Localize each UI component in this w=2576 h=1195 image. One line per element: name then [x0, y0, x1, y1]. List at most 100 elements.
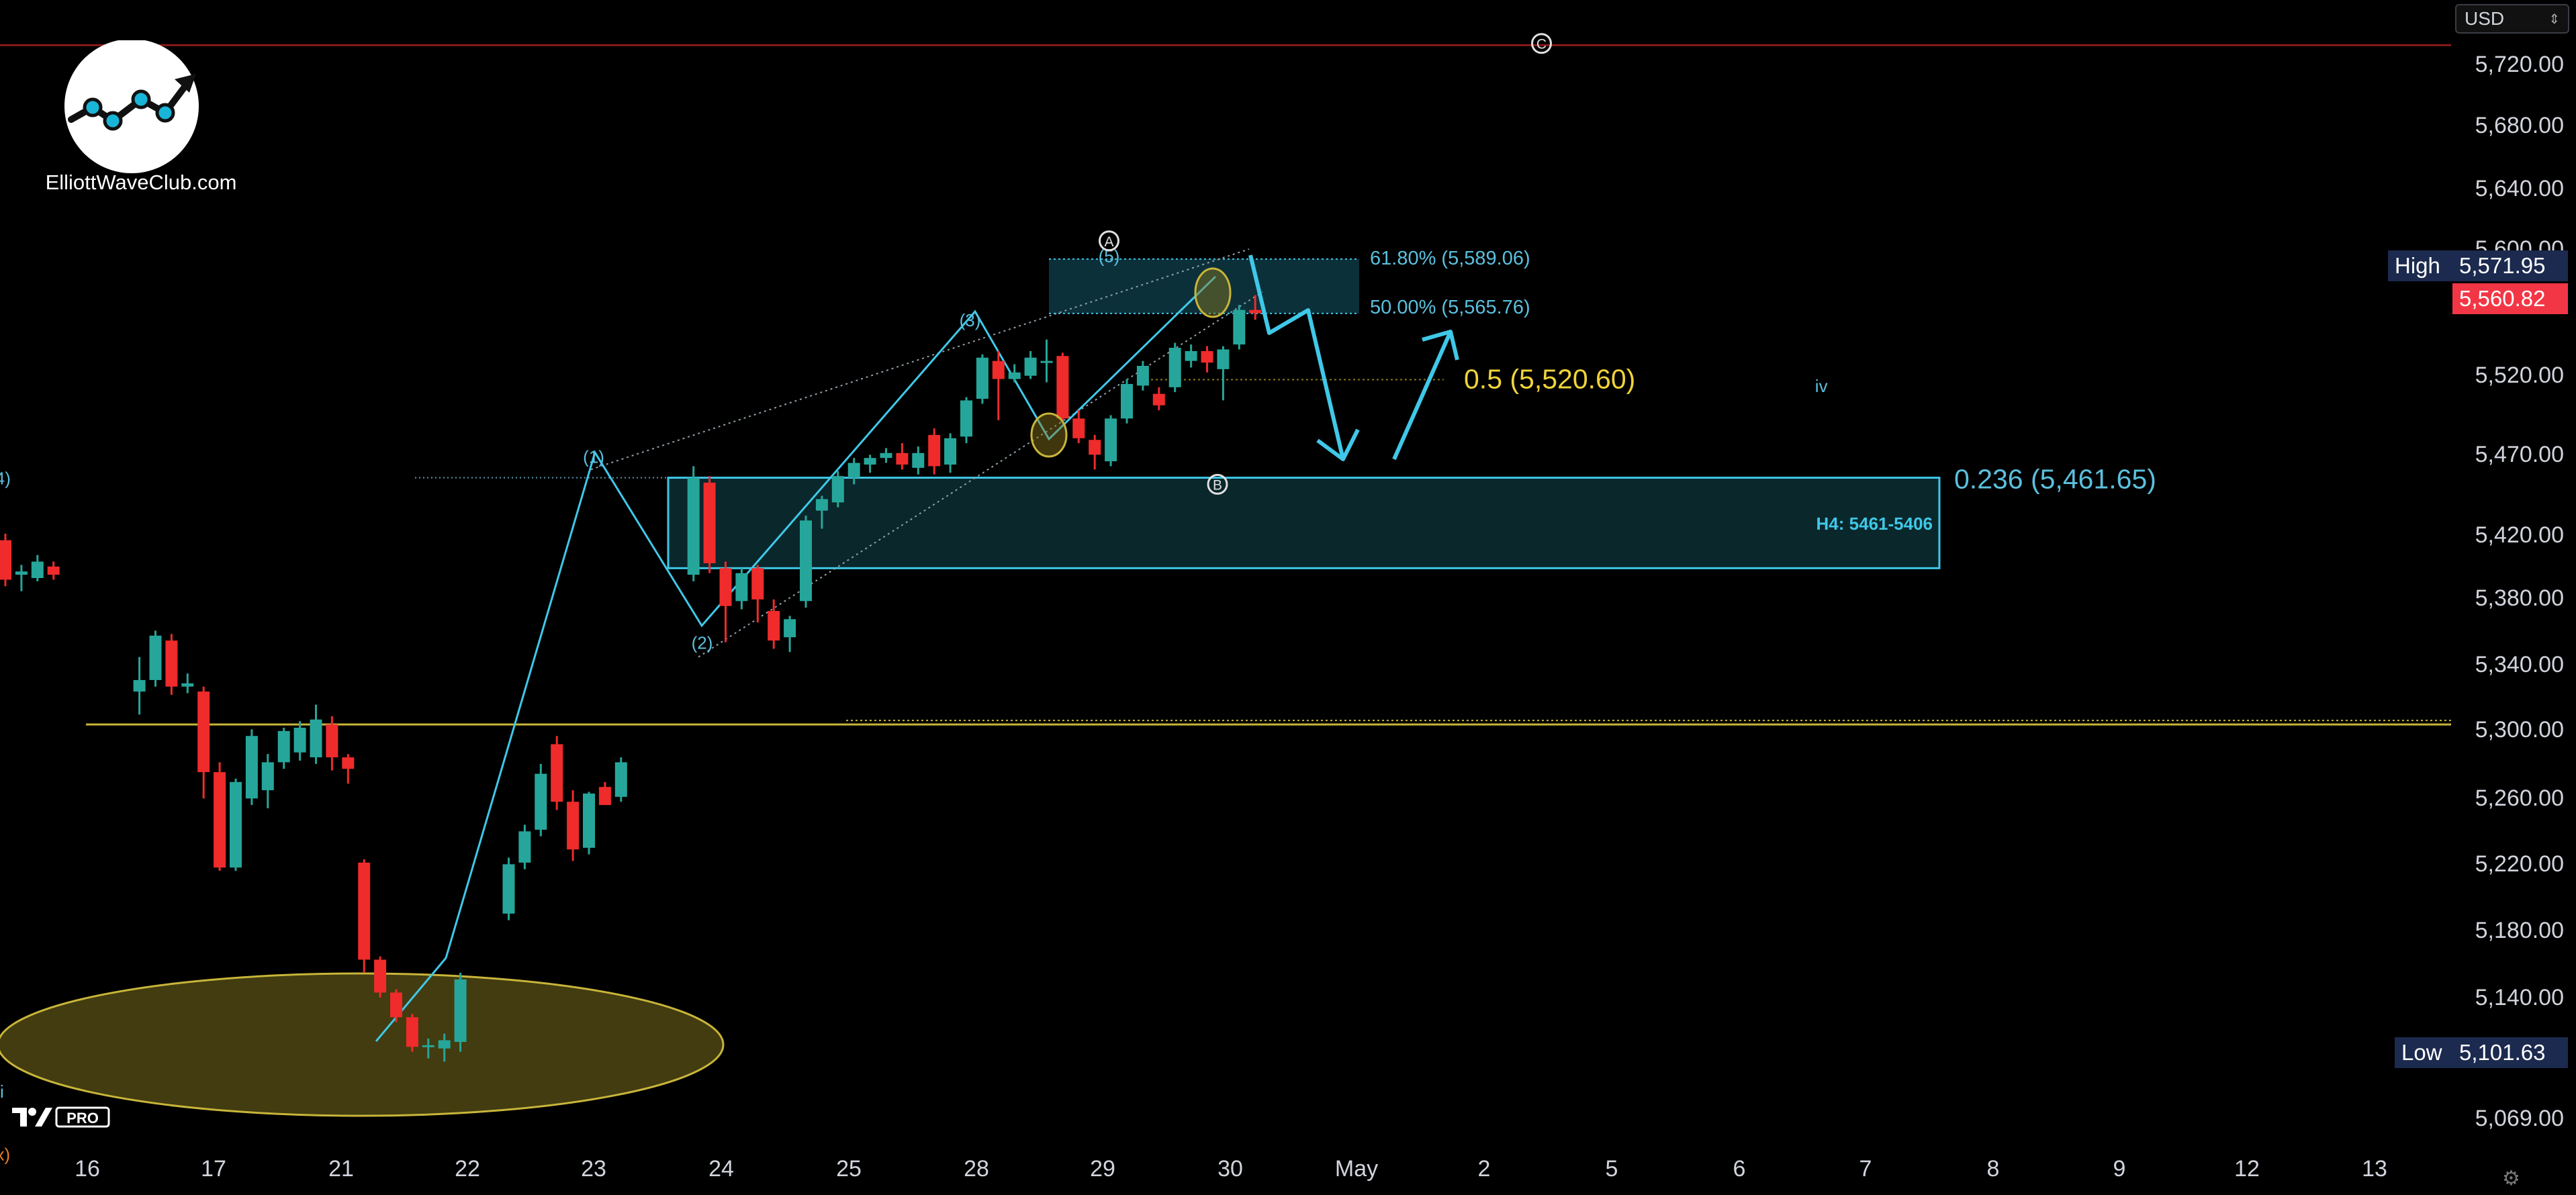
- price-tick-label: 5,069.00: [2475, 1106, 2564, 1131]
- price-tick-label: 5,720.00: [2475, 52, 2564, 77]
- chevron-updown-icon: ⇕: [2548, 11, 2560, 27]
- currency-label: USD: [2465, 8, 2505, 29]
- tradingview-logo: PRO: [12, 1106, 110, 1128]
- low-zone-ellipse: [0, 972, 725, 1117]
- candle-body: [358, 862, 371, 960]
- candle-body: [245, 736, 258, 799]
- candle-body: [719, 568, 732, 606]
- candle-body: [815, 499, 828, 511]
- candle-body: [133, 679, 146, 692]
- projection-arrowhead-up: [1422, 330, 1459, 361]
- price-tick-label: 5,640.00: [2475, 176, 2564, 201]
- high-value: 5,571.95: [2452, 250, 2568, 281]
- wave-chart-icon: [64, 40, 199, 173]
- channel-upper-line: [590, 248, 1250, 471]
- candle-body: [1217, 349, 1230, 369]
- candle-body: [687, 477, 700, 575]
- candle-body: [502, 864, 515, 914]
- circle-label-ring: [1207, 473, 1228, 495]
- wave-label: (4): [0, 468, 11, 488]
- candle-body: [800, 520, 812, 602]
- channel-lower-line: [698, 291, 1263, 658]
- circle-label: B: [1213, 477, 1222, 493]
- wave-label: (3): [960, 310, 981, 330]
- fib-level-label: 61.80% (5,589.06): [1370, 248, 1530, 269]
- candle-body: [181, 683, 194, 687]
- candle-body: [1201, 350, 1213, 363]
- candle-body: [390, 992, 402, 1018]
- date-tick-label: 29: [1090, 1156, 1115, 1182]
- candle-body: [277, 730, 290, 763]
- candle-body: [47, 566, 60, 575]
- date-tick-label: 28: [964, 1156, 989, 1182]
- candle-body: [230, 781, 242, 868]
- fib-level-label: 0.236 (5,461.65): [1954, 464, 2156, 495]
- price-tick-label: 5,300.00: [2475, 717, 2564, 743]
- gear-icon[interactable]: ⚙: [2502, 1167, 2520, 1190]
- date-tick-label: 7: [1859, 1156, 1872, 1182]
- candle-body: [944, 438, 957, 465]
- candle-body: [214, 772, 226, 868]
- candle-body: [864, 458, 876, 465]
- candle-body: [261, 762, 274, 791]
- candle-body: [880, 452, 892, 459]
- price-tick-label: 5,380.00: [2475, 585, 2564, 611]
- candle-body: [1249, 309, 1262, 314]
- price-tick-label: 5,220.00: [2475, 851, 2564, 877]
- candle-body: [992, 361, 1005, 379]
- candle-body: [165, 640, 178, 687]
- candle-body: [1152, 393, 1165, 405]
- date-tick-label: 2: [1477, 1156, 1491, 1182]
- price-tick-label: 5,680.00: [2475, 113, 2564, 138]
- date-tick-label: 5: [1605, 1156, 1618, 1182]
- h4-zone-box: [667, 477, 1941, 569]
- h4-zone-label: H4: 5461-5406: [1816, 514, 1933, 534]
- projection-arrow-up: [1392, 330, 1453, 461]
- candle-body: [326, 724, 338, 758]
- candle-body: [703, 482, 716, 563]
- candle-body: [896, 452, 909, 465]
- candle-body: [15, 571, 28, 575]
- circle-label: A: [1104, 234, 1113, 250]
- fib-level-label: 0.5 (5,520.60): [1464, 364, 1635, 395]
- low-value: 5,101.63: [2452, 1037, 2568, 1068]
- candle-body: [784, 619, 796, 638]
- price-tick-label: 5,470.00: [2475, 442, 2564, 467]
- circle-label-ring: [1531, 33, 1552, 54]
- candle-body: [831, 476, 844, 503]
- date-tick-label: 16: [75, 1156, 100, 1182]
- candle-body: [149, 635, 162, 680]
- currency-selector[interactable]: USD ⇕: [2455, 4, 2569, 34]
- candle-body: [735, 573, 748, 602]
- candle-body: [567, 802, 580, 850]
- date-tick-label: 8: [1986, 1156, 2000, 1182]
- price-tick-label: 5,140.00: [2475, 985, 2564, 1010]
- candle-body: [928, 434, 941, 467]
- candle-body: [518, 831, 531, 863]
- candle-body: [0, 540, 11, 580]
- candle-body: [1168, 348, 1181, 387]
- candle-body: [31, 561, 44, 579]
- price-tick-label: 5,180.00: [2475, 918, 2564, 943]
- date-tick-label: 22: [455, 1156, 480, 1182]
- circle-label-ring: [1099, 230, 1119, 252]
- high-label: High: [2388, 250, 2452, 281]
- candle-body: [535, 773, 547, 830]
- circle-label: C: [1536, 37, 1547, 52]
- price-tick-label: 5,340.00: [2475, 652, 2564, 677]
- date-tick-label: 23: [581, 1156, 606, 1182]
- date-tick-label: May: [1334, 1156, 1379, 1182]
- candle-body: [438, 1040, 451, 1049]
- candle-body: [1040, 361, 1053, 363]
- wave4-highlight: [1030, 412, 1068, 458]
- date-tick-label: 24: [708, 1156, 734, 1182]
- candle-body: [1233, 309, 1246, 345]
- wave-label: (x): [0, 1144, 10, 1164]
- wave-label: (1): [583, 447, 604, 467]
- date-tick-label: 6: [1733, 1156, 1746, 1182]
- candle-body: [374, 959, 387, 993]
- fib-target-box: [1049, 258, 1359, 314]
- wave-path: [375, 275, 1217, 1042]
- date-tick-label: 21: [328, 1156, 354, 1182]
